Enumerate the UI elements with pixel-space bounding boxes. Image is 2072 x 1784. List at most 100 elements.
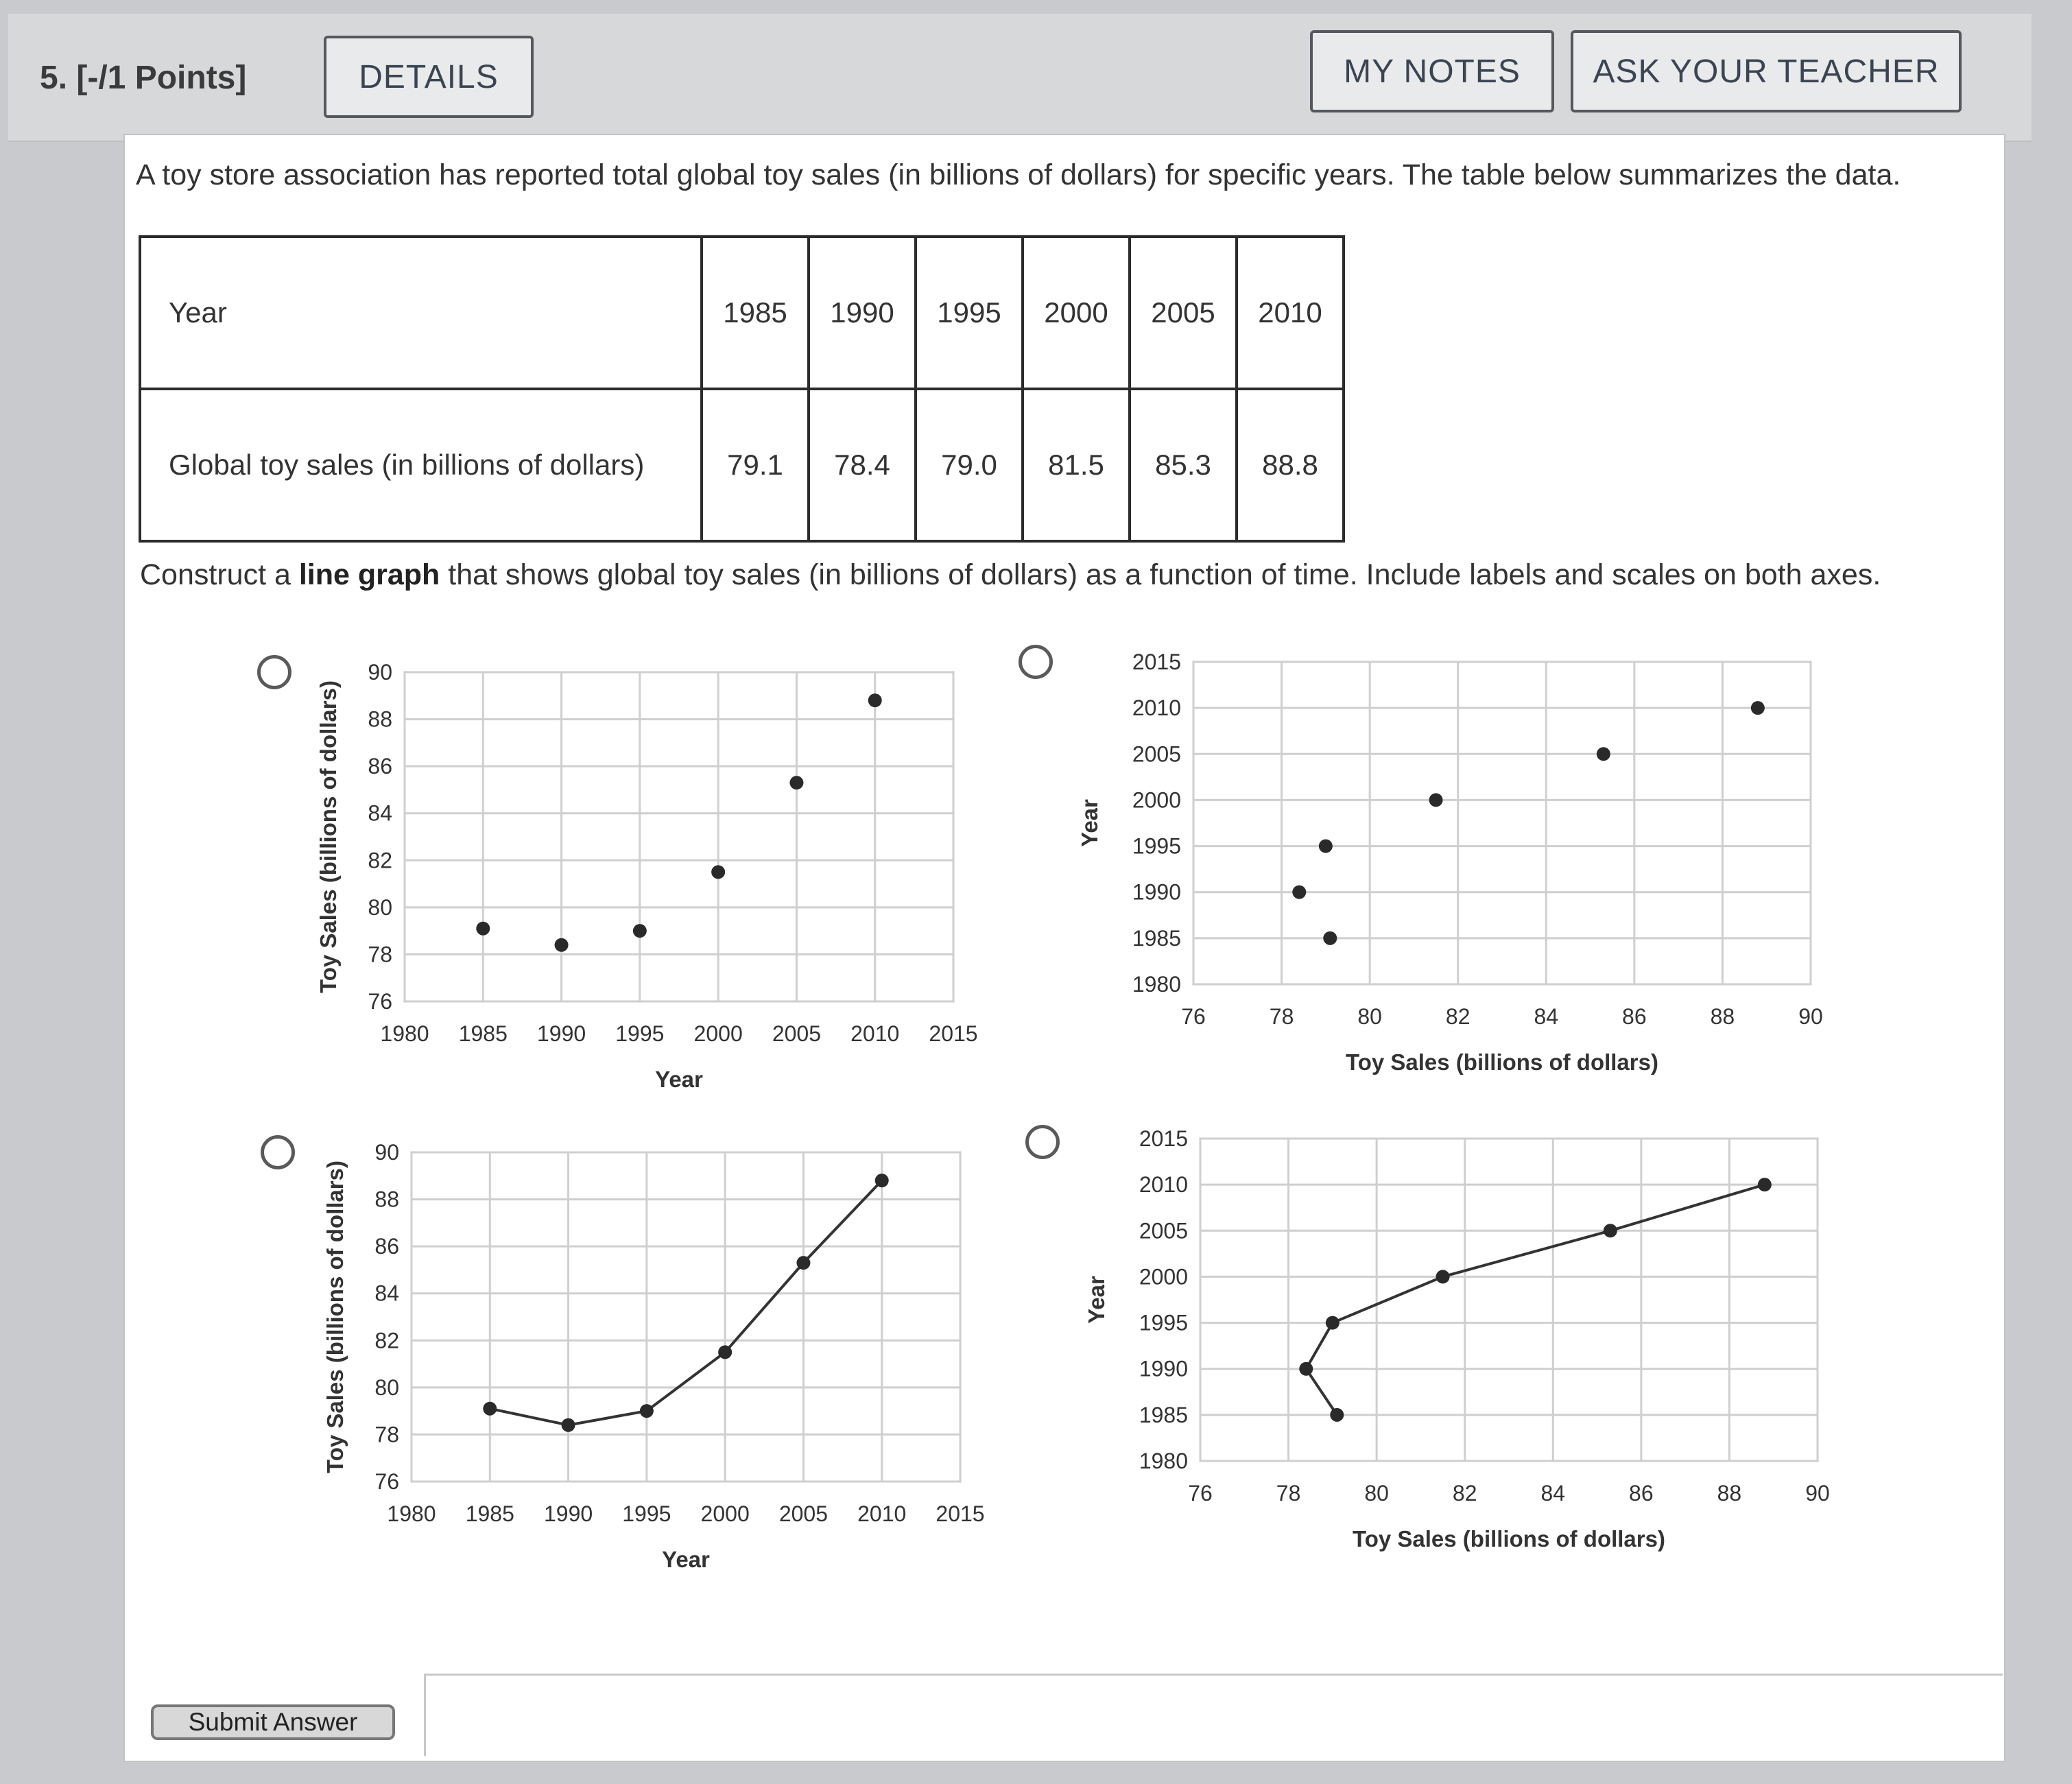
data-point <box>874 1174 889 1188</box>
table-row-header: Year <box>139 235 703 390</box>
details-button[interactable]: DETAILS <box>324 36 534 118</box>
x-tick-label: 1995 <box>622 1501 671 1526</box>
x-tick-label: 88 <box>1717 1481 1742 1506</box>
instruction-lead: Construct a <box>140 558 299 591</box>
data-point <box>718 1345 733 1359</box>
data-point <box>1750 701 1765 715</box>
option-b-radio[interactable] <box>1019 645 1053 679</box>
y-tick-label: 1995 <box>1132 834 1181 859</box>
x-tick-label: 2000 <box>694 1021 743 1046</box>
x-axis-label: Year <box>655 1067 703 1092</box>
data-point <box>639 1404 654 1418</box>
table-cell: 79.1 <box>700 388 810 543</box>
option-a-chart: 1980 1985 1990 1995 2000 2005 2010 2015 76 78 80 82… <box>315 660 978 1092</box>
data-point <box>711 865 726 879</box>
data-point <box>554 938 569 952</box>
y-tick-label: 80 <box>374 1375 399 1400</box>
data-point <box>1436 1270 1450 1284</box>
y-tick-label: 2005 <box>1139 1218 1188 1243</box>
x-tick-label: 1995 <box>615 1021 664 1046</box>
table-cell: 79.0 <box>914 388 1024 543</box>
question-number: 5. [-/1 Points] <box>40 60 247 96</box>
y-tick-label: 84 <box>374 1281 399 1306</box>
y-tick-label: 1985 <box>1139 1403 1188 1427</box>
x-tick-label: 1985 <box>466 1501 514 1526</box>
question-prompt: A toy store association has reported tot… <box>136 158 1901 191</box>
y-tick-label: 76 <box>374 1469 399 1494</box>
y-tick-label: 90 <box>374 1140 399 1165</box>
y-tick-label: 2010 <box>1132 695 1181 720</box>
instruction-text: Construct a line graph that shows global… <box>140 549 1978 601</box>
x-tick-label: 2000 <box>701 1501 750 1526</box>
data-point <box>868 693 882 708</box>
y-tick-label: 88 <box>368 707 392 732</box>
option-d-chart: 76 78 80 82 84 86 88 90 1980 1985 1990 1995 2000 2005… <box>1084 1126 1830 1551</box>
submit-answer-button[interactable]: Submit Answer <box>151 1704 395 1740</box>
data-point <box>476 921 490 936</box>
data-point <box>1757 1178 1772 1192</box>
data-point <box>632 924 647 938</box>
data-point <box>1429 793 1443 807</box>
y-tick-label: 1980 <box>1132 972 1181 997</box>
x-tick-label: 1990 <box>544 1501 593 1526</box>
y-tick-label: 88 <box>374 1187 399 1212</box>
table-row: Year 1985 1990 1995 2000 2005 2010 <box>139 235 1345 390</box>
table-cell: 81.5 <box>1021 388 1131 543</box>
table-cell: 1985 <box>700 235 810 390</box>
x-tick-label: 2015 <box>929 1021 977 1046</box>
option-d-radio[interactable] <box>1025 1125 1060 1159</box>
instruction-rest: that shows global toy sales (in billions… <box>440 558 1881 591</box>
x-tick-label: 2005 <box>772 1021 821 1046</box>
x-tick-label: 78 <box>1270 1004 1294 1029</box>
divider <box>425 1674 2003 1676</box>
divider <box>424 1674 426 1756</box>
option-c-radio[interactable] <box>261 1135 295 1169</box>
table-cell: 1995 <box>914 235 1024 390</box>
x-tick-label: 78 <box>1276 1481 1301 1506</box>
y-tick-label: 2015 <box>1139 1126 1188 1151</box>
x-axis-label: Toy Sales (billions of dollars) <box>1353 1526 1665 1551</box>
y-tick-label: 1980 <box>1139 1449 1188 1473</box>
table-row-header: Global toy sales (in billions of dollars… <box>139 388 703 543</box>
data-point <box>483 1401 497 1416</box>
x-tick-label: 1990 <box>537 1021 586 1046</box>
data-point <box>1292 885 1307 899</box>
table-cell: 78.4 <box>807 388 917 543</box>
y-tick-label: 86 <box>374 1234 399 1259</box>
data-point <box>796 1256 811 1270</box>
x-tick-label: 1985 <box>459 1021 508 1046</box>
table-cell: 1990 <box>807 235 917 390</box>
option-a-radio[interactable] <box>257 655 291 689</box>
data-point <box>1318 839 1333 853</box>
y-tick-label: 2005 <box>1132 741 1181 766</box>
data-point <box>789 776 804 790</box>
y-axis-label: Year <box>1084 1276 1109 1324</box>
y-tick-label: 78 <box>368 942 392 966</box>
data-point <box>1603 1224 1617 1238</box>
y-tick-label: 82 <box>368 848 392 872</box>
table-cell: 2000 <box>1021 235 1131 390</box>
ask-your-teacher-button[interactable]: ASK YOUR TEACHER <box>1571 30 1962 112</box>
x-tick-label: 1980 <box>380 1021 429 1046</box>
y-tick-label: 2010 <box>1139 1172 1188 1197</box>
x-tick-label: 84 <box>1534 1004 1558 1029</box>
y-tick-label: 2000 <box>1132 787 1181 812</box>
data-point <box>1330 1407 1344 1422</box>
table-cell: 2010 <box>1235 235 1345 390</box>
x-tick-label: 90 <box>1798 1004 1823 1029</box>
x-tick-label: 2015 <box>936 1501 984 1526</box>
data-point <box>1596 747 1610 761</box>
x-axis-label: Toy Sales (billions of dollars) <box>1346 1049 1658 1075</box>
x-tick-label: 76 <box>1181 1004 1206 1029</box>
data-point <box>561 1418 575 1432</box>
x-tick-label: 86 <box>1622 1004 1647 1029</box>
x-tick-label: 80 <box>1364 1481 1389 1506</box>
table-cell: 2005 <box>1128 235 1238 390</box>
y-tick-label: 76 <box>368 989 392 1014</box>
x-tick-label: 80 <box>1357 1004 1382 1029</box>
my-notes-button[interactable]: MY NOTES <box>1310 30 1554 112</box>
series-line <box>1304 1183 1765 1416</box>
table-row: Global toy sales (in billions of dollars… <box>139 388 1345 543</box>
x-tick-label: 1980 <box>387 1501 436 1526</box>
y-tick-label: 2015 <box>1132 650 1181 674</box>
